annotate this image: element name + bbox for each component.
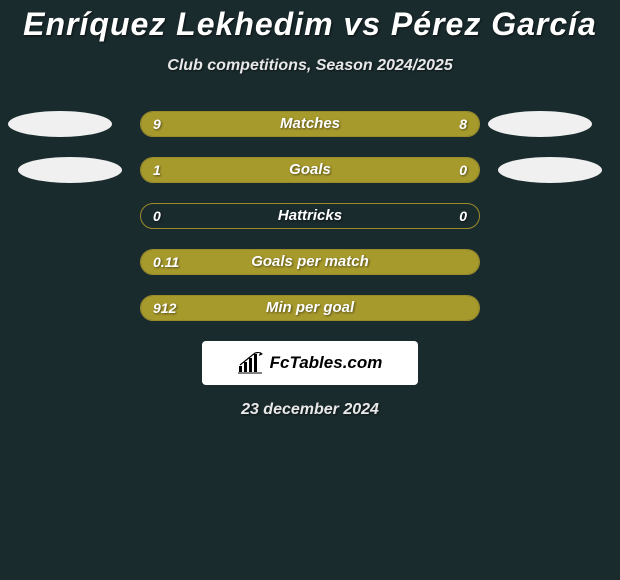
- stat-label: Min per goal: [141, 296, 479, 320]
- stat-row: 0.11Goals per match: [0, 249, 620, 275]
- player-right-marker: [498, 157, 602, 183]
- player-right-marker: [488, 111, 592, 137]
- stat-row: 912Min per goal: [0, 295, 620, 321]
- page-subtitle: Club competitions, Season 2024/2025: [0, 57, 620, 75]
- stat-label: Goals: [141, 158, 479, 182]
- stats-rows: 98Matches 10Goals 00Hattricks 0.11Goals per…: [0, 111, 620, 321]
- stat-row: 10Goals: [0, 157, 620, 183]
- stat-row: 00Hattricks: [0, 203, 620, 229]
- player-left-marker: [8, 111, 112, 137]
- player-left-marker: [18, 157, 122, 183]
- brand-badge[interactable]: FcTables.com: [202, 341, 418, 385]
- page-title: Enríquez Lekhedim vs Pérez García: [0, 0, 620, 43]
- date-text: 23 december 2024: [0, 401, 620, 419]
- stat-label: Goals per match: [141, 250, 479, 274]
- stat-bar: 10Goals: [140, 157, 480, 183]
- chart-icon: [238, 352, 264, 374]
- stat-bar: 00Hattricks: [140, 203, 480, 229]
- stat-row: 98Matches: [0, 111, 620, 137]
- stat-bar: 98Matches: [140, 111, 480, 137]
- stat-label: Hattricks: [141, 204, 479, 228]
- stat-label: Matches: [141, 112, 479, 136]
- stat-bar: 912Min per goal: [140, 295, 480, 321]
- stat-bar: 0.11Goals per match: [140, 249, 480, 275]
- page-root: Enríquez Lekhedim vs Pérez García Club c…: [0, 0, 620, 580]
- brand-text: FcTables.com: [270, 353, 383, 373]
